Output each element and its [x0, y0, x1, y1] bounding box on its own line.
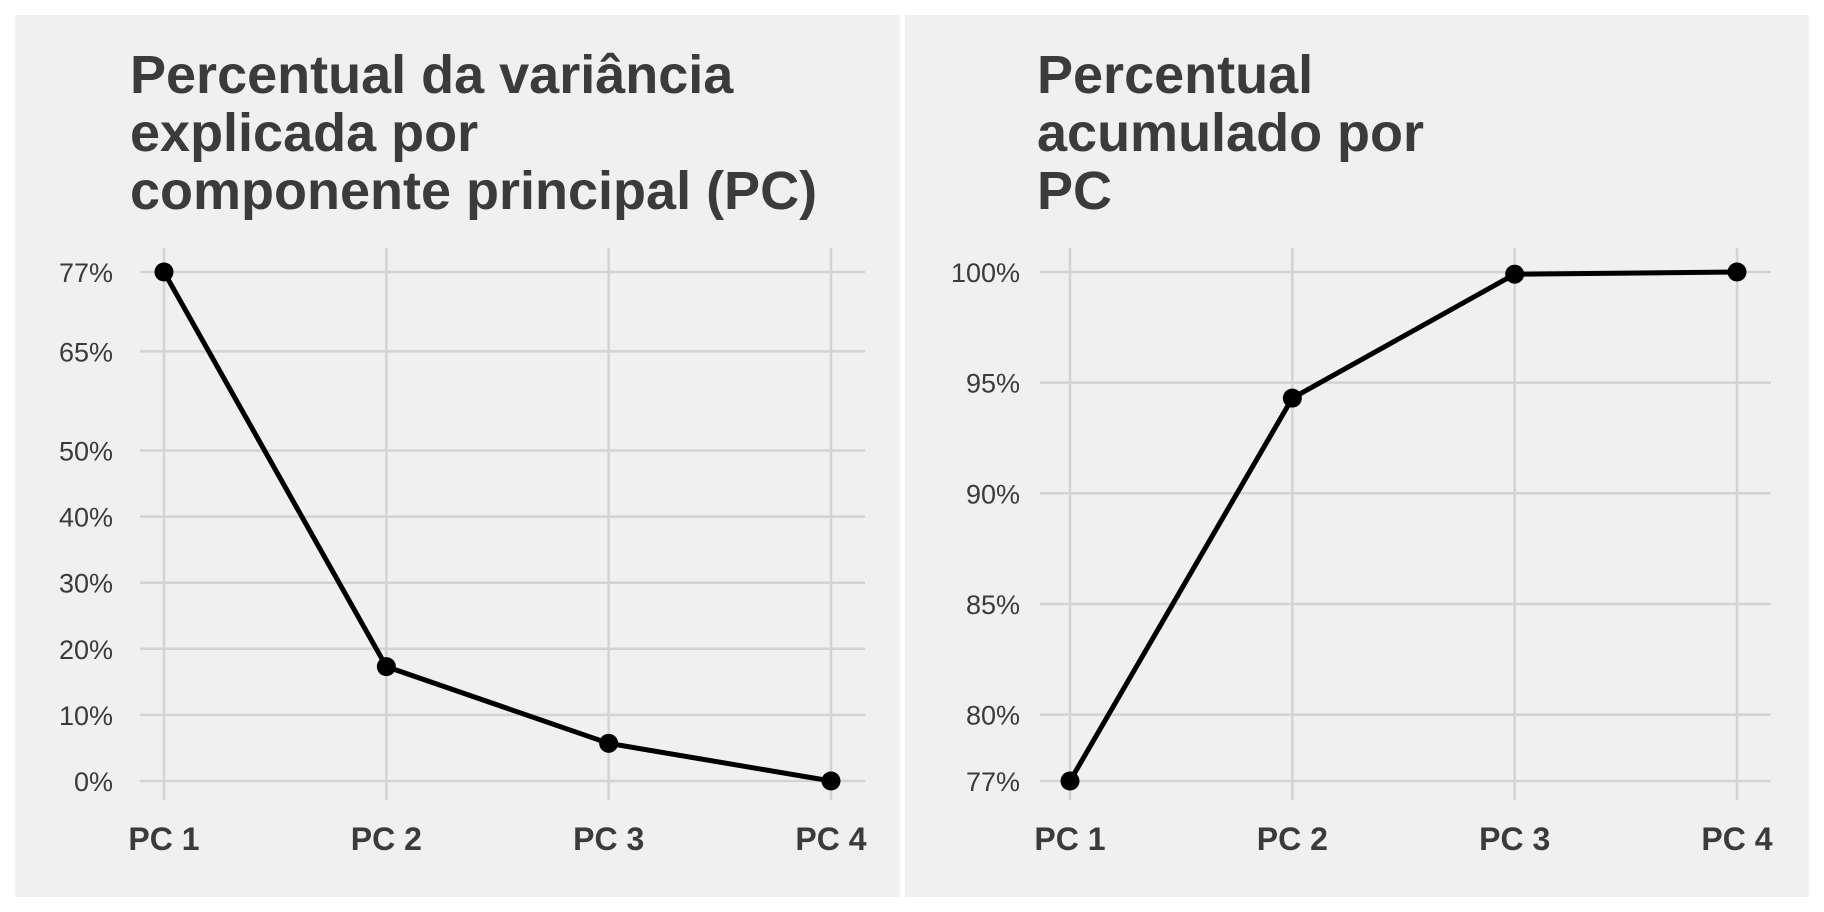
panel-background [15, 15, 900, 897]
x-tick-label: PC 4 [795, 821, 866, 857]
y-tick-label: 80% [966, 701, 1020, 731]
data-point [1505, 264, 1525, 284]
x-tick-label: PC 3 [573, 821, 644, 857]
x-tick-label: PC 2 [351, 821, 422, 857]
data-point [821, 771, 841, 791]
data-point [1727, 262, 1747, 282]
y-tick-label: 30% [59, 569, 113, 599]
series-line [1067, 269, 1738, 783]
y-tick-label: 90% [966, 479, 1020, 509]
x-tick-label: PC 2 [1257, 821, 1328, 857]
y-tick-label: 77% [966, 767, 1020, 797]
x-tick-label: PC 1 [128, 821, 199, 857]
chart-title-line: PC [1037, 161, 1112, 221]
x-tick-label: PC 4 [1701, 821, 1772, 857]
data-point [376, 657, 396, 677]
data-point [1060, 771, 1080, 791]
y-tick-label: 65% [59, 337, 113, 367]
chart-title-line: Percentual da variância [130, 45, 734, 105]
chart-title-line: explicada por [130, 103, 478, 163]
panel-background [905, 15, 1809, 897]
chart-title: Percentual acumulado por PC [1037, 45, 1424, 221]
data-point [154, 262, 174, 282]
chart-title-line: acumulado por [1037, 103, 1424, 163]
x-tick-label: PC 3 [1479, 821, 1550, 857]
y-tick-label: 10% [59, 701, 113, 731]
x-tick-label: PC 1 [1034, 821, 1105, 857]
chart-title-line: componente principal (PC) [130, 161, 817, 221]
data-point [1282, 388, 1302, 408]
series-line [161, 270, 832, 784]
data-point [599, 733, 619, 753]
y-tick-label: 40% [59, 503, 113, 533]
panel-cumulative-variance: Percentual acumulado por PC 77% 80% 85% 90% 95%… [905, 15, 1809, 897]
y-tick-label: 100% [951, 258, 1020, 288]
y-tick-label: 95% [966, 369, 1020, 399]
y-tick-label: 0% [74, 767, 113, 797]
panel-variance-explained: Percentual da variância explicada por comp… [15, 15, 900, 897]
chart-title: Percentual da variância explicada por comp… [130, 45, 817, 221]
chart-title-line: Percentual [1037, 45, 1313, 105]
y-tick-label: 50% [59, 436, 113, 466]
y-tick-label: 85% [966, 590, 1020, 620]
y-tick-label: 20% [59, 635, 113, 665]
y-tick-label: 77% [59, 258, 113, 288]
